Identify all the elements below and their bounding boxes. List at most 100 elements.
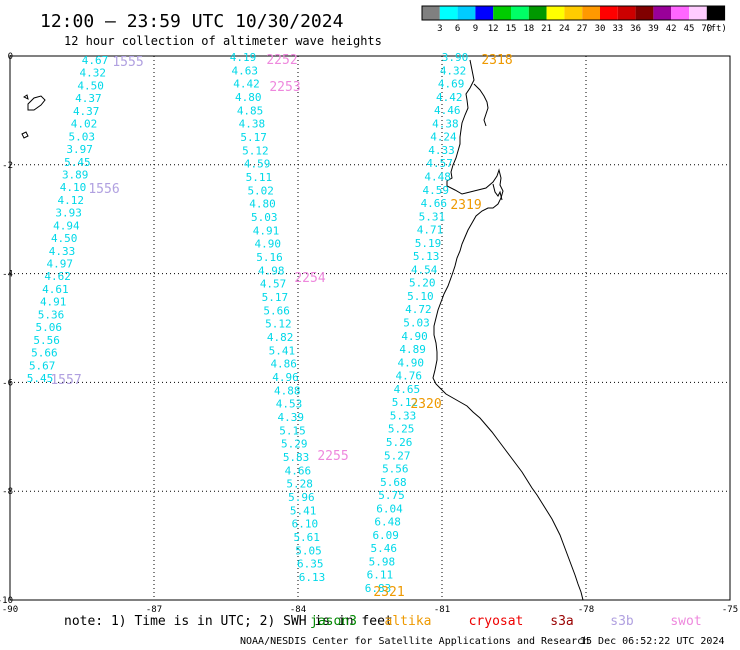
wave-height-value: 4.90 [255, 238, 282, 251]
wave-height-value: 4.61 [42, 283, 69, 296]
legend-unit: (ft) [705, 24, 727, 34]
footer-timestamp: 15 Dec 06:52:22 UTC 2024 [580, 636, 725, 647]
wave-height-value: 4.02 [71, 118, 98, 131]
wave-height-value: 5.66 [31, 347, 58, 360]
legend-swatch [528, 6, 547, 20]
wave-height-value: 4.90 [401, 330, 428, 343]
legend-swatch [635, 6, 654, 20]
satellite-cryosat: cryosat [469, 614, 524, 629]
lon-tick-label: -78 [578, 605, 594, 615]
wave-height-value: 4.80 [235, 91, 262, 104]
wave-height-value: 5.03 [403, 317, 430, 330]
legend-swatch [564, 6, 583, 20]
legend-tick-label: 3 [437, 24, 442, 34]
wave-height-value: 5.61 [293, 531, 320, 544]
wave-height-value: 6.10 [292, 518, 319, 531]
wave-height-value: 4.71 [417, 224, 444, 237]
wave-height-value: 4.19 [230, 51, 257, 64]
wave-height-value: 4.42 [233, 78, 260, 91]
legend-swatch [475, 6, 494, 20]
wave-height-value: 5.03 [69, 130, 96, 143]
wave-height-value: 5.41 [269, 344, 296, 357]
wave-height-value: 4.33 [428, 144, 455, 157]
wave-height-value: 4.96 [272, 371, 299, 384]
footer-jason3: jason3 [310, 614, 357, 629]
wave-height-value: 5.27 [384, 449, 411, 462]
wave-height-value: 4.38 [239, 118, 266, 131]
island-isabela [27, 95, 46, 111]
page-subtitle: 12 hour collection of altimeter wave hei… [64, 34, 382, 48]
wave-height-value: 4.50 [77, 79, 104, 92]
wave-height-value: 5.19 [415, 237, 442, 250]
legend-swatch [422, 6, 440, 20]
lat-tick-label: -10 [0, 596, 13, 606]
wave-height-value: 4.37 [73, 105, 100, 118]
wave-height-value: 5.56 [382, 463, 409, 476]
wave-height-value: 4.82 [267, 331, 294, 344]
wave-height-value: 5.02 [247, 184, 274, 197]
wave-height-value: 5.05 [295, 544, 322, 557]
satellite-altika: altika [385, 614, 432, 629]
pass-label-2319: 2319 [450, 198, 481, 213]
legend-tick-label: 24 [559, 24, 570, 34]
legend-border [421, 5, 726, 21]
wave-height-value: 5.36 [38, 308, 65, 321]
coastline-gulf [473, 83, 489, 127]
wave-height-value: 5.98 [369, 555, 396, 568]
pass-label-1556: 1556 [88, 182, 119, 197]
wave-height-value: 5.68 [380, 476, 407, 489]
wave-height-value: 5.11 [246, 171, 273, 184]
wave-height-value: 4.91 [253, 224, 280, 237]
satellite-legend: altika cryosat s3a s3b swot [385, 614, 702, 629]
wave-height-value: 4.91 [40, 296, 67, 309]
wave-height-value: 6.13 [299, 571, 326, 584]
wave-height-value: 3.93 [55, 207, 82, 220]
lon-tick-label: -90 [2, 605, 18, 615]
wave-height-value: 4.53 [276, 398, 303, 411]
wave-height-value: 4.37 [75, 92, 102, 105]
legend-swatch [617, 6, 636, 20]
wave-height-value: 4.86 [270, 358, 297, 371]
wave-height-value: 4.39 [278, 411, 305, 424]
wave-height-value: 6.48 [374, 516, 401, 529]
wave-height-value: 4.50 [51, 232, 78, 245]
coastline-bay [492, 183, 503, 201]
wave-height-value: 5.29 [281, 438, 308, 451]
lat-tick-label: -6 [2, 378, 13, 388]
legend-swatch [582, 6, 600, 20]
legend-tick-label: 9 [473, 24, 478, 34]
wave-height-value: 4.94 [53, 219, 80, 232]
wave-height-value: 5.15 [279, 424, 306, 437]
wave-height-value: 4.76 [396, 370, 423, 383]
legend-tick-label: 33 [612, 24, 623, 34]
wave-height-value: 5.45 [27, 372, 54, 385]
wave-height-value: 4.66 [421, 197, 448, 210]
legend-swatch [653, 6, 672, 20]
pass-label-1557: 1557 [50, 373, 81, 388]
wave-height-value: 5.16 [256, 251, 283, 264]
wave-height-value: 3.90 [442, 51, 469, 64]
legend-tick-label: 12 [488, 24, 499, 34]
coastline-mainland [432, 59, 584, 601]
wave-height-value: 4.97 [47, 258, 74, 271]
wave-height-value: 4.24 [430, 131, 457, 144]
page-title: 12:00 – 23:59 UTC 10/30/2024 [40, 11, 343, 32]
wave-height-value: 4.32 [80, 67, 107, 80]
wave-height-value: 4.59 [244, 158, 271, 171]
wave-height-value: 5.12 [392, 396, 419, 409]
altimeter-tracks: 4.674.324.504.374.374.025.033.975.453.89… [27, 51, 469, 595]
wave-height-value: 5.66 [263, 304, 290, 317]
legend-swatch [689, 6, 707, 20]
wave-height-value: 4.57 [260, 278, 287, 291]
wave-height-value: 4.66 [285, 464, 312, 477]
wave-height-value: 5.67 [29, 359, 56, 372]
pass-label-2255: 2255 [317, 449, 348, 464]
pass-label-2318: 2318 [481, 53, 512, 68]
wave-height-value: 4.89 [399, 343, 426, 356]
wave-height-value: 3.89 [62, 168, 89, 181]
wave-height-value: 5.17 [262, 291, 289, 304]
wave-height-value: 5.41 [290, 504, 317, 517]
wave-height-value: 4.10 [60, 181, 87, 194]
pass-labels: 1555 1556 1557 2252 2253 2254 2255 2318 2319 2320… [50, 53, 512, 600]
